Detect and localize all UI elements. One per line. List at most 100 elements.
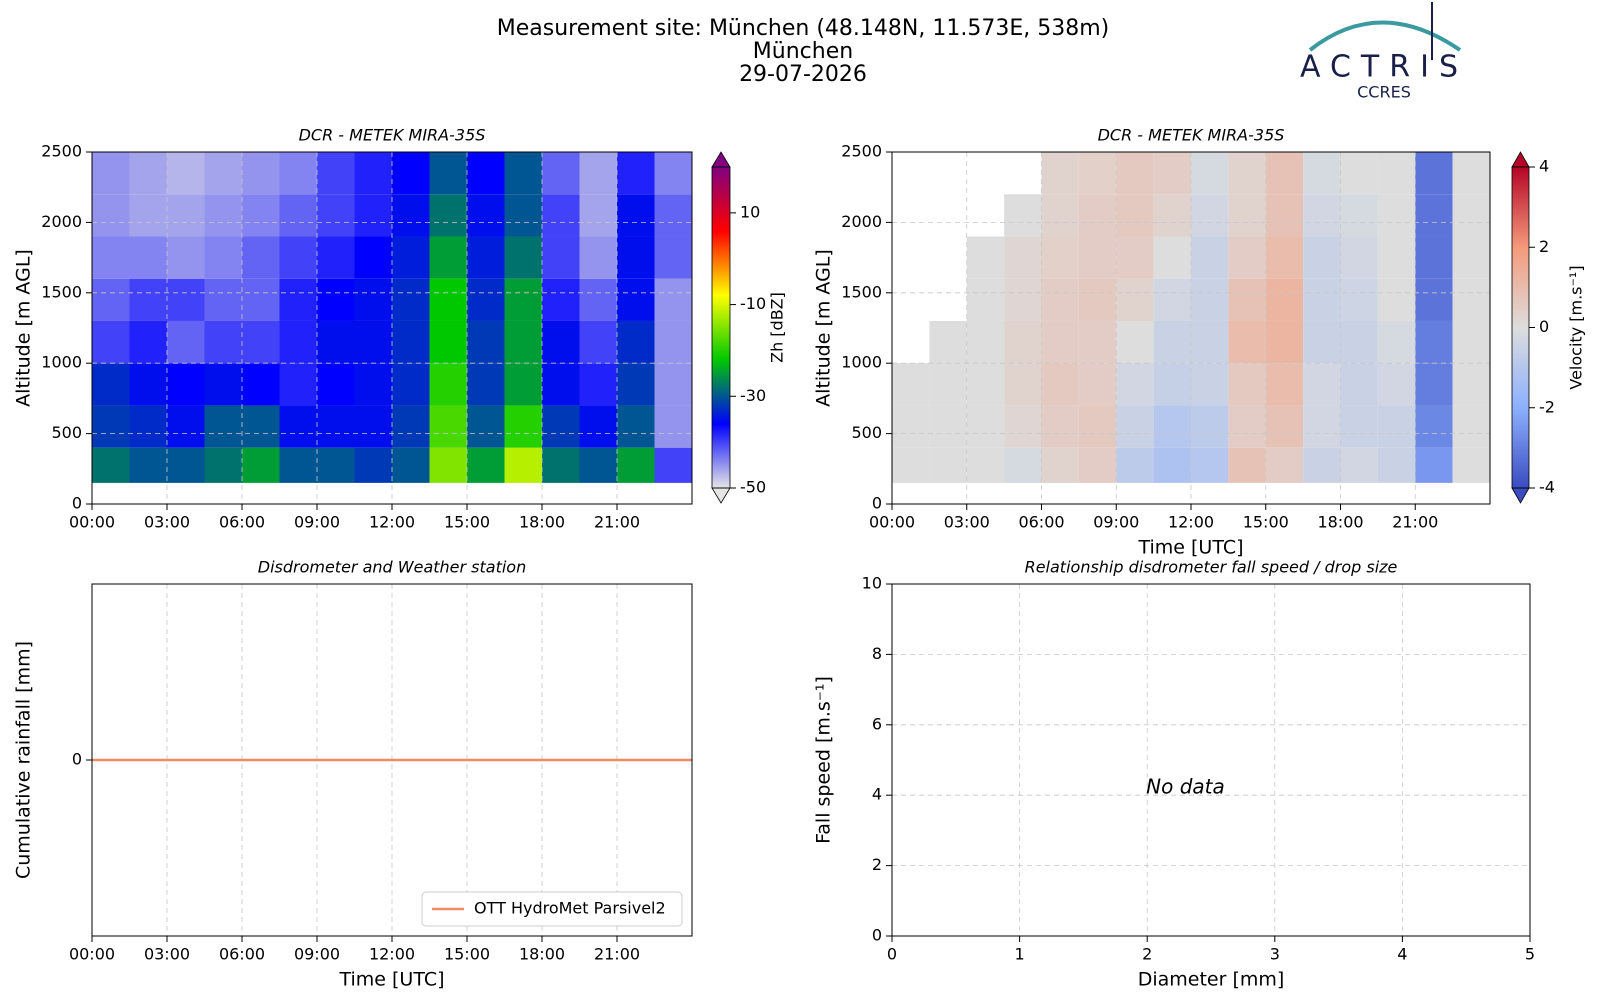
heatmap-cell — [242, 278, 280, 321]
heatmap-cell — [579, 363, 617, 406]
heatmap-cell — [92, 194, 130, 237]
heatmap-cell — [1303, 278, 1341, 321]
heatmap-cell — [279, 447, 317, 483]
colorbar-tick-label: 0 — [1539, 317, 1549, 336]
heatmap-cell — [392, 320, 430, 364]
heatmap-cell — [317, 194, 355, 237]
heatmap-cell — [167, 236, 205, 279]
x-tick-label: 09:00 — [294, 513, 340, 532]
x-tick-label: 21:00 — [594, 513, 640, 532]
heatmap-cell — [1265, 320, 1304, 364]
colorbar-tick-label: -2 — [1539, 397, 1555, 416]
heatmap-cell — [617, 152, 655, 195]
heatmap-cell — [467, 152, 505, 195]
y-axis-label: Altitude [m AGL] — [813, 249, 835, 407]
heatmap-cell — [1303, 363, 1341, 406]
header-title: Measurement site: München (48.148N, 11.5… — [497, 16, 1109, 41]
axes-frame — [91, 151, 693, 505]
heatmap-cell — [504, 405, 542, 448]
heatmap-cell — [1452, 320, 1490, 364]
heatmap-cell — [1415, 194, 1453, 237]
heatmap-cell — [1265, 194, 1304, 237]
heatmap-cell — [1377, 194, 1416, 237]
heatmap-cell — [1004, 363, 1042, 406]
heatmap-cell — [317, 405, 355, 448]
heatmap-cell — [1452, 278, 1490, 321]
heatmap-cell — [204, 363, 242, 406]
heatmap-cell — [1116, 152, 1154, 195]
heatmap-cell — [354, 405, 392, 448]
heatmap-cell — [617, 194, 655, 237]
heatmap-cell — [654, 278, 692, 321]
heatmap-cell — [317, 236, 355, 279]
heatmap-cell — [354, 152, 392, 195]
heatmap-cell — [92, 236, 130, 279]
heatmap-cell — [1265, 363, 1304, 406]
panel-title: DCR - METEK MIRA-35S — [1098, 126, 1285, 145]
heatmap-cell — [317, 152, 355, 195]
heatmap-cell — [1452, 447, 1490, 483]
heatmap-cell — [1415, 405, 1453, 448]
heatmap-cell — [1078, 447, 1117, 483]
heatmap-cell — [1191, 236, 1229, 279]
heatmap-cell — [1041, 194, 1079, 237]
heatmap-cell — [542, 320, 580, 364]
heatmap-cell — [167, 405, 205, 448]
heatmap-cell — [1303, 447, 1341, 483]
x-tick-label: 0 — [887, 945, 897, 964]
heatmap-cell — [167, 363, 205, 406]
heatmap-cell — [392, 363, 430, 406]
colorbar-tick-label: -10 — [740, 294, 766, 313]
heatmap-cell — [1078, 152, 1117, 195]
y-tick-label: 0 — [872, 926, 882, 945]
heatmap-cell — [1340, 363, 1378, 406]
heatmap-cell — [1153, 278, 1191, 321]
colorbar-tick-label: 10 — [740, 202, 760, 221]
y-tick-label: 0 — [872, 494, 882, 513]
heatmap-cell — [279, 194, 317, 237]
heatmap-cell — [354, 236, 392, 279]
heatmap-cell — [1265, 405, 1304, 448]
heatmap-cell — [1153, 152, 1191, 195]
y-tick-label: 1000 — [841, 353, 882, 372]
y-tick-label: 2500 — [841, 142, 882, 161]
y-tick-label: 2500 — [41, 142, 82, 161]
heatmap-cell — [279, 152, 317, 195]
heatmap-cell — [654, 152, 692, 195]
heatmap-cell — [242, 236, 280, 279]
heatmap-cell — [467, 405, 505, 448]
x-tick-label: 03:00 — [144, 945, 190, 964]
x-tick-label: 18:00 — [1317, 513, 1363, 532]
heatmap-cell — [1191, 194, 1229, 237]
heatmap-cell — [966, 320, 1005, 364]
colorbar-tick-label: 2 — [1539, 237, 1549, 256]
heatmap-cell — [1116, 320, 1154, 364]
heatmap-cell — [1004, 278, 1042, 321]
heatmap-cell — [129, 278, 167, 321]
heatmap-cell — [966, 405, 1005, 448]
x-tick-label: 15:00 — [444, 945, 490, 964]
heatmap-cell — [1340, 320, 1378, 364]
heatmap-cell — [1041, 236, 1079, 279]
heatmap-cell — [542, 236, 580, 279]
colorbar-extend — [711, 151, 731, 168]
heatmap-cell — [617, 447, 655, 483]
heatmap-cell — [467, 363, 505, 406]
heatmap-cell — [1228, 363, 1266, 406]
heatmap-cell — [354, 363, 392, 406]
heatmap-cell — [542, 152, 580, 195]
heatmap-cell — [1041, 447, 1079, 483]
y-axis-label: Fall speed [m.s⁻¹] — [813, 676, 835, 844]
heatmap-cell — [92, 278, 130, 321]
x-tick-label: 3 — [1270, 945, 1280, 964]
heatmap-cell — [1116, 194, 1154, 237]
heatmap-cell — [929, 405, 967, 448]
heatmap-cell — [1452, 405, 1490, 448]
heatmap-cell — [1041, 405, 1079, 448]
heatmap-cell — [1415, 236, 1453, 279]
heatmap-cell — [204, 152, 242, 195]
heatmap-cell — [204, 236, 242, 279]
heatmap-cell — [929, 363, 967, 406]
x-tick-label: 09:00 — [294, 945, 340, 964]
colorbar-tick-label: -50 — [740, 478, 766, 497]
